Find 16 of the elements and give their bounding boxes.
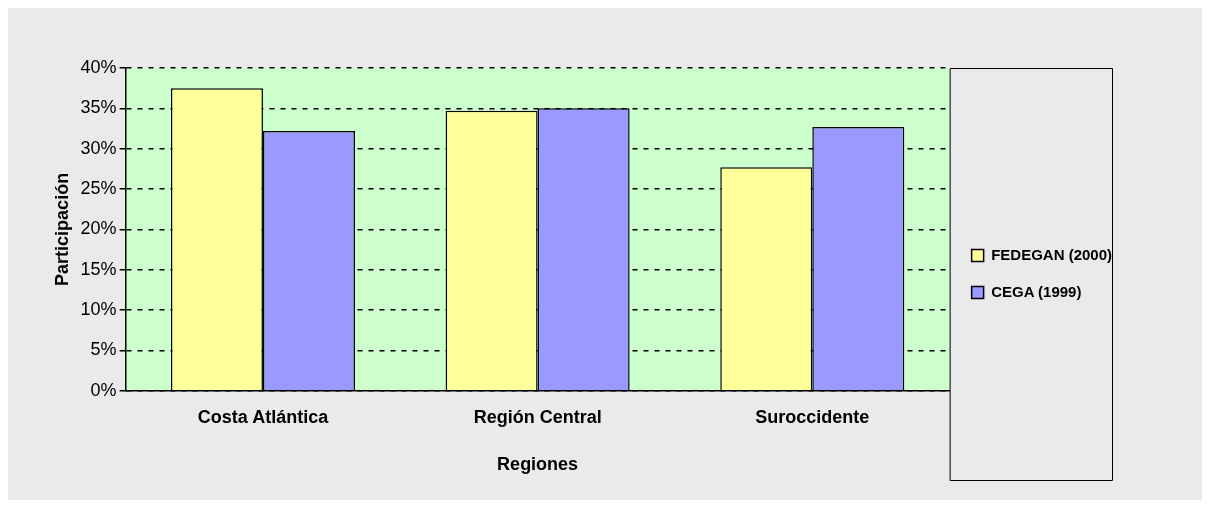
y-tick-label: 5% bbox=[90, 339, 117, 360]
x-tick-label: Costa Atlántica bbox=[197, 406, 330, 427]
x-tick-label: Región Central bbox=[473, 406, 602, 427]
x-axis-title: Regiones bbox=[497, 454, 579, 475]
legend-label: FEDEGAN (2000) bbox=[991, 245, 1113, 263]
y-tick-label: 40% bbox=[80, 56, 117, 77]
y-tick-label: 15% bbox=[80, 258, 117, 279]
y-axis-title: Participación bbox=[51, 172, 72, 286]
legend-label: CEGA (1999) bbox=[991, 282, 1082, 300]
y-tick-label: 30% bbox=[80, 137, 117, 158]
y-tick-label: 10% bbox=[80, 299, 117, 320]
y-tick-label: 20% bbox=[80, 218, 117, 239]
y-tick-label: 25% bbox=[80, 178, 117, 199]
y-tick-label: 35% bbox=[80, 97, 117, 118]
y-tick-label: 0% bbox=[90, 379, 117, 400]
x-tick-label: Suroccidente bbox=[755, 406, 870, 427]
